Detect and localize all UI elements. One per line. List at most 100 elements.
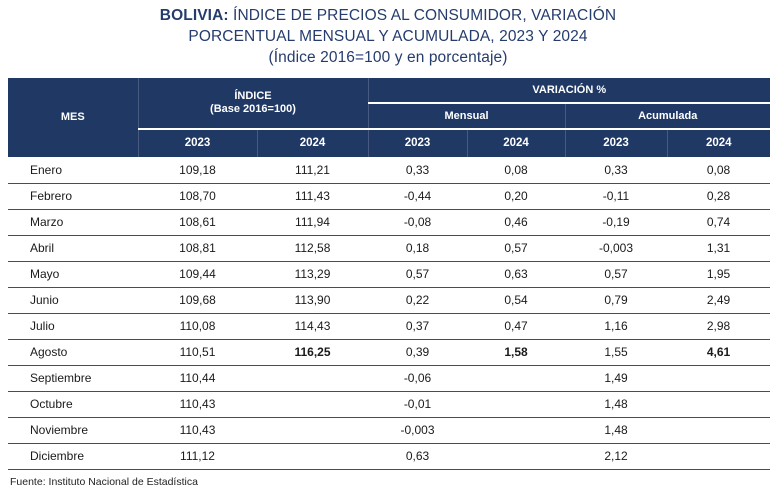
cell-value: 2,49 <box>667 287 770 314</box>
cell-value: 0,22 <box>368 287 467 314</box>
table-row: Mayo 109,44 113,29 0,57 0,63 0,57 1,95 <box>8 261 770 288</box>
cell-value: 0,54 <box>467 287 565 314</box>
cell-value: 0,46 <box>467 209 565 236</box>
col-header-year: 2023 <box>367 129 467 157</box>
cell-value: 116,25 <box>257 339 368 366</box>
cell-value: 108,70 <box>138 183 257 210</box>
cell-value: 109,44 <box>138 261 257 288</box>
cell-value <box>257 443 368 470</box>
col-header-indice-base: (Base 2016=100) <box>210 103 296 115</box>
cell-month: Noviembre <box>8 417 138 444</box>
title-country-label: BOLIVIA: <box>159 7 229 24</box>
cell-value: -0,01 <box>368 391 467 418</box>
cell-month: Junio <box>8 287 138 314</box>
cell-month: Septiembre <box>8 365 138 392</box>
table-row: Julio 110,08 114,43 0,37 0,47 1,16 2,98 <box>8 313 770 340</box>
cell-month: Diciembre <box>8 443 138 470</box>
cell-value: 0,47 <box>467 313 565 340</box>
cell-value: 110,51 <box>138 339 257 366</box>
cell-value: 1,58 <box>467 339 565 366</box>
cell-value <box>467 417 565 444</box>
cell-value: 0,28 <box>667 183 770 210</box>
cell-month: Marzo <box>8 209 138 236</box>
col-header-year: 2024 <box>466 129 565 157</box>
table-row: Noviembre 110,43 -0,003 1,48 <box>8 417 770 444</box>
cell-value: 113,29 <box>257 261 368 288</box>
table-row: Septiembre 110,44 -0,06 1,49 <box>8 365 770 392</box>
table-row: Junio 109,68 113,90 0,22 0,54 0,79 2,49 <box>8 287 770 314</box>
cell-value: 111,43 <box>257 183 368 210</box>
cell-value: 110,08 <box>138 313 257 340</box>
cell-value: 1,95 <box>667 261 770 288</box>
col-header-year: 2023 <box>564 129 667 157</box>
cell-value: 0,33 <box>565 157 667 184</box>
cell-value: 114,43 <box>257 313 368 340</box>
cell-month: Febrero <box>8 183 138 210</box>
cell-value: 110,44 <box>138 365 257 392</box>
table-row: Diciembre 111,12 0,63 2,12 <box>8 443 770 470</box>
table-row: Octubre 110,43 -0,01 1,48 <box>8 391 770 418</box>
table-row: Agosto 110,51 116,25 0,39 1,58 1,55 4,61 <box>8 339 770 366</box>
table-body: Enero 109,18 111,21 0,33 0,08 0,33 0,08 Febrero… <box>8 157 770 470</box>
cell-value: 1,31 <box>667 235 770 262</box>
cell-value: 1,16 <box>565 313 667 340</box>
cell-value: 0,74 <box>667 209 770 236</box>
cell-value: -0,003 <box>565 235 667 262</box>
cell-month: Mayo <box>8 261 138 288</box>
col-header-variacion: VARIACIÓN % <box>367 78 770 104</box>
cell-value: 2,12 <box>565 443 667 470</box>
cell-value <box>667 365 770 392</box>
col-header-acumulada: Acumulada <box>564 103 770 130</box>
table-row: Marzo 108,61 111,94 -0,08 0,46 -0,19 0,74 <box>8 209 770 236</box>
cell-value: 0,20 <box>467 183 565 210</box>
source-note: Fuente: Instituto Nacional de Estadístic… <box>10 475 198 488</box>
col-header-indice-title: ÍNDICE <box>234 90 272 102</box>
cell-value: 111,12 <box>138 443 257 470</box>
col-header-year: 2024 <box>256 129 368 157</box>
table-header: MES ÍNDICE (Base 2016=100) VARIACIÓN % M… <box>8 78 770 157</box>
title-line-1: BOLIVIA: ÍNDICE DE PRECIOS AL CONSUMIDOR… <box>0 5 776 26</box>
col-header-mensual: Mensual <box>367 103 565 130</box>
table-row: Enero 109,18 111,21 0,33 0,08 0,33 0,08 <box>8 157 770 184</box>
cell-value: 1,48 <box>565 391 667 418</box>
cell-value: 0,18 <box>368 235 467 262</box>
cell-value: 109,68 <box>138 287 257 314</box>
cell-value <box>257 391 368 418</box>
cell-value: -0,11 <box>565 183 667 210</box>
cell-month: Octubre <box>8 391 138 418</box>
cell-value: 108,61 <box>138 209 257 236</box>
cell-value: -0,003 <box>368 417 467 444</box>
cell-month: Enero <box>8 157 138 184</box>
cell-value: 0,08 <box>667 157 770 184</box>
cell-value: 110,43 <box>138 391 257 418</box>
cell-value <box>667 443 770 470</box>
cell-value: 111,21 <box>257 157 368 184</box>
col-header-year: 2024 <box>666 129 770 157</box>
title-line-3: (Índice 2016=100 y en porcentaje) <box>268 49 508 66</box>
cell-value <box>257 365 368 392</box>
cell-value: 0,33 <box>368 157 467 184</box>
cell-value: -0,08 <box>368 209 467 236</box>
year-header-row: 2023 2024 2023 2024 2023 2024 <box>8 129 770 157</box>
cell-value: 2,98 <box>667 313 770 340</box>
cell-value: -0,19 <box>565 209 667 236</box>
cell-value: 0,79 <box>565 287 667 314</box>
cell-value: 109,18 <box>138 157 257 184</box>
cell-value: 1,49 <box>565 365 667 392</box>
cell-value: -0,44 <box>368 183 467 210</box>
cell-value: 1,48 <box>565 417 667 444</box>
table-row: Abril 108,81 112,58 0,18 0,57 -0,003 1,31 <box>8 235 770 262</box>
cell-value: 111,94 <box>257 209 368 236</box>
cell-value <box>467 365 565 392</box>
cell-value: 0,08 <box>467 157 565 184</box>
col-header-indice: ÍNDICE (Base 2016=100) <box>137 78 368 130</box>
page-title: BOLIVIA: ÍNDICE DE PRECIOS AL CONSUMIDOR… <box>0 0 776 68</box>
cell-month: Agosto <box>8 339 138 366</box>
cell-value: 0,63 <box>467 261 565 288</box>
cell-value: 113,90 <box>257 287 368 314</box>
cell-value <box>467 391 565 418</box>
cell-value: 0,57 <box>565 261 667 288</box>
title-line-2: PORCENTUAL MENSUAL Y ACUMULADA, 2023 Y 2… <box>188 28 588 45</box>
ipc-table: MES ÍNDICE (Base 2016=100) VARIACIÓN % M… <box>8 78 770 470</box>
